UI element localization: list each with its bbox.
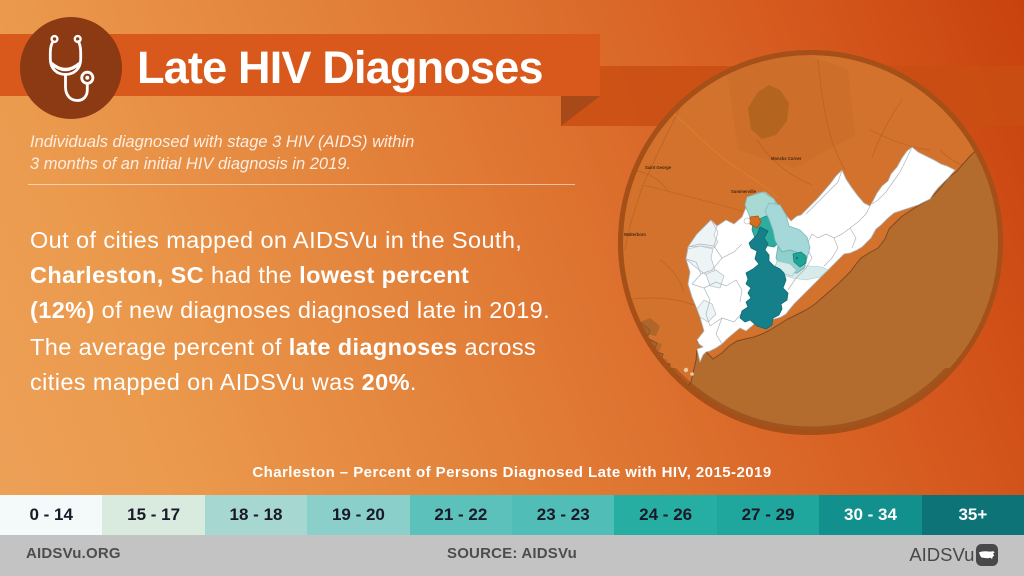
svg-text:Saint George: Saint George <box>645 165 672 170</box>
svg-text:Walterboro: Walterboro <box>624 232 646 237</box>
svg-text:Summerville: Summerville <box>731 189 757 194</box>
svg-text:Moncks Corner: Moncks Corner <box>771 156 802 161</box>
